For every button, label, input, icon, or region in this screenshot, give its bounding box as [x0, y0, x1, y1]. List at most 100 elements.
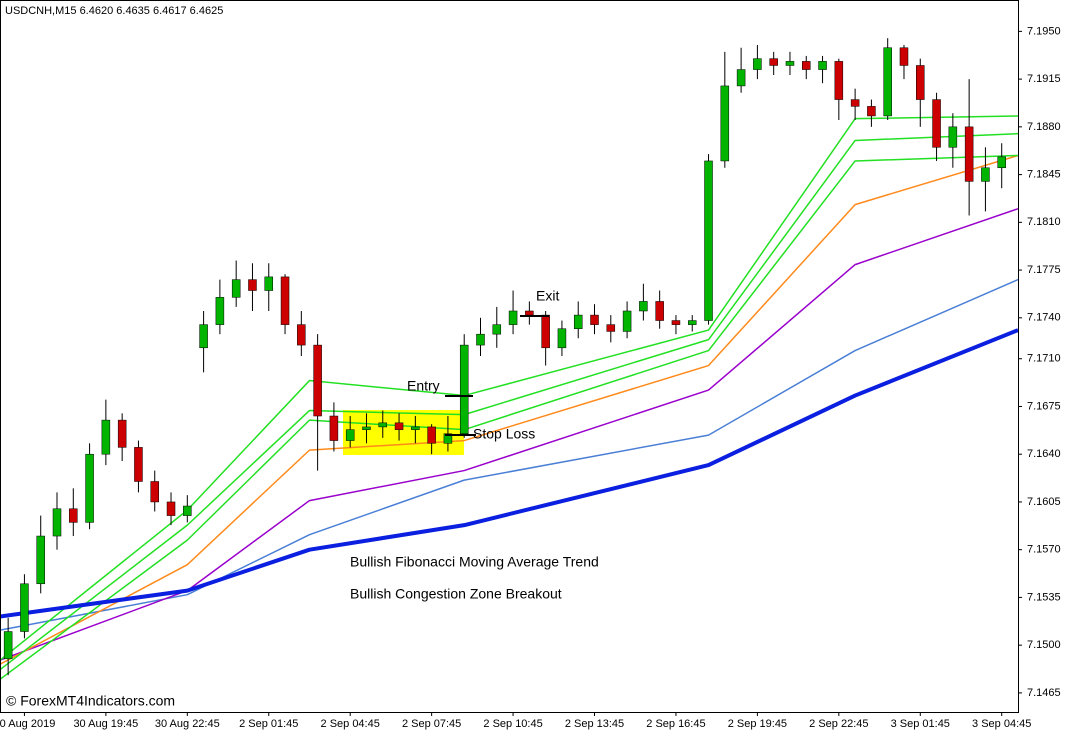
- trend-label: Bullish Fibonacci Moving Average Trend: [350, 554, 599, 570]
- candle-body: [297, 324, 306, 346]
- moving-average: [0, 328, 1019, 619]
- candle-body: [101, 419, 111, 455]
- candle-body: [785, 61, 795, 66]
- x-tick-label: 30 Aug 2019: [0, 718, 55, 730]
- x-tick-label: 2 Sep 22:45: [809, 718, 868, 730]
- breakout-label: Bullish Congestion Zone Breakout: [350, 586, 562, 602]
- candle-body: [427, 426, 436, 444]
- candle-body: [720, 85, 730, 162]
- x-tick-label: 2 Sep 10:45: [483, 718, 542, 730]
- y-tick-label: 7.1465: [1027, 687, 1061, 699]
- candle-body: [134, 447, 143, 482]
- y-tick-label: 7.1740: [1027, 312, 1061, 324]
- exit-label: Exit: [536, 288, 559, 304]
- x-tick-label: 30 Aug 19:45: [73, 718, 138, 730]
- candle-body: [850, 99, 860, 107]
- candle-body: [867, 106, 876, 117]
- candle-body: [248, 279, 257, 291]
- candle-body: [622, 310, 632, 332]
- candle-body: [687, 320, 697, 325]
- candle-body: [443, 433, 453, 444]
- x-tick-label: 2 Sep 01:45: [239, 718, 298, 730]
- candle-body: [199, 324, 208, 349]
- candle-body: [329, 415, 339, 441]
- y-tick-label: 7.1675: [1027, 400, 1061, 412]
- candle-body: [818, 61, 827, 70]
- candle-body: [964, 126, 974, 182]
- candle-body: [183, 505, 192, 516]
- x-tick-label: 2 Sep 13:45: [565, 718, 624, 730]
- candle-body: [948, 126, 958, 148]
- candle-body: [639, 301, 648, 312]
- x-tick-label: 3 Sep 04:45: [972, 718, 1031, 730]
- candle-body: [492, 324, 502, 335]
- candle-body: [150, 481, 159, 503]
- candle-body: [997, 156, 1006, 169]
- x-tick-label: 30 Aug 22:45: [155, 718, 220, 730]
- candle-body: [541, 314, 550, 349]
- candle-body: [916, 65, 925, 100]
- y-tick-label: 7.1605: [1027, 496, 1061, 508]
- plot-frame: [0, 0, 1019, 713]
- candle-body: [313, 344, 322, 417]
- candle-body: [802, 61, 811, 70]
- x-tick-label: 2 Sep 07:45: [402, 718, 461, 730]
- candle-body: [476, 333, 485, 346]
- x-tick-label: 2 Sep 16:45: [646, 718, 705, 730]
- candle-body: [557, 328, 567, 349]
- y-tick-label: 7.1915: [1027, 73, 1061, 85]
- y-tick-label: 7.1810: [1027, 216, 1061, 228]
- candle-body: [459, 344, 469, 434]
- x-tick-label: 2 Sep 19:45: [728, 718, 787, 730]
- candle-body: [362, 426, 371, 430]
- candle-body: [378, 422, 388, 428]
- moving-average: [0, 278, 1019, 631]
- candle-body: [899, 47, 909, 66]
- y-tick-label: 7.1880: [1027, 121, 1061, 133]
- y-tick-label: 7.1775: [1027, 264, 1061, 276]
- y-tick-label: 7.1845: [1027, 168, 1061, 180]
- header: USDCNH,M15 6.4620 6.4635 6.4617 6.4625: [5, 5, 223, 17]
- candle-body: [117, 419, 127, 448]
- x-tick-label: 3 Sep 01:45: [891, 718, 950, 730]
- y-tick-label: 7.1640: [1027, 448, 1061, 460]
- candle-body: [704, 160, 713, 321]
- congestion-zone: [343, 410, 464, 455]
- x-tick-label: 2 Sep 04:45: [321, 718, 380, 730]
- candle-body: [85, 453, 94, 523]
- candle-body: [166, 501, 176, 516]
- candle-body: [573, 314, 583, 329]
- candle-body: [69, 508, 78, 523]
- candle-body: [52, 508, 62, 537]
- candle-body: [655, 301, 664, 321]
- y-tick-label: 7.1535: [1027, 591, 1061, 603]
- candle-body: [834, 61, 844, 100]
- candle-body: [981, 167, 990, 182]
- candle-body: [394, 422, 404, 430]
- candle-body: [769, 58, 778, 66]
- candle-body: [606, 324, 616, 332]
- stop-loss-label: Stop Loss: [473, 426, 535, 442]
- y-tick-label: 7.1570: [1027, 544, 1061, 556]
- candle-body: [345, 429, 355, 441]
- candle-body: [883, 47, 892, 117]
- candle-body: [508, 310, 518, 325]
- candle-body: [280, 276, 290, 325]
- candle-body: [36, 535, 45, 585]
- candle-body: [671, 320, 681, 325]
- candle-body: [932, 99, 941, 148]
- candle-body: [20, 583, 29, 632]
- candle-body: [753, 58, 762, 70]
- candle-body: [736, 69, 746, 87]
- candle-body: [215, 297, 225, 325]
- y-tick-label: 7.1950: [1027, 25, 1061, 37]
- entry-label: Entry: [407, 378, 440, 394]
- y-tick-label: 7.1500: [1027, 639, 1061, 651]
- moving-average: [0, 154, 1019, 665]
- y-tick-label: 7.1710: [1027, 353, 1061, 365]
- footer: © ForexMT4Indicators.com: [6, 693, 175, 709]
- candle-body: [525, 310, 534, 316]
- candle-body: [264, 276, 274, 291]
